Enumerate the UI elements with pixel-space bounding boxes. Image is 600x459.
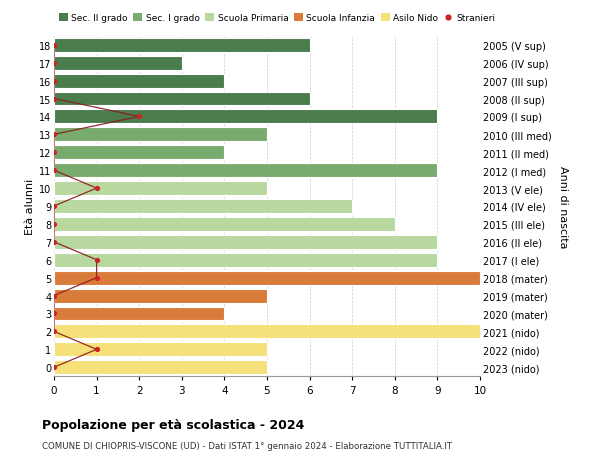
Bar bbox=[54, 235, 437, 249]
Bar bbox=[54, 74, 224, 89]
Text: Popolazione per età scolastica - 2024: Popolazione per età scolastica - 2024 bbox=[42, 418, 304, 431]
Bar bbox=[54, 182, 267, 196]
Point bbox=[49, 203, 59, 210]
Bar bbox=[54, 128, 267, 142]
Bar bbox=[54, 342, 267, 357]
Point bbox=[92, 257, 101, 264]
Point bbox=[49, 167, 59, 174]
Point bbox=[49, 42, 59, 49]
Point bbox=[49, 239, 59, 246]
Y-axis label: Età alunni: Età alunni bbox=[25, 179, 35, 235]
Bar bbox=[54, 253, 437, 267]
Bar bbox=[54, 218, 395, 231]
Bar bbox=[54, 146, 224, 160]
Legend: Sec. II grado, Sec. I grado, Scuola Primaria, Scuola Infanzia, Asilo Nido, Stran: Sec. II grado, Sec. I grado, Scuola Prim… bbox=[59, 14, 496, 23]
Bar bbox=[54, 325, 480, 339]
Text: COMUNE DI CHIOPRIS-VISCONE (UD) - Dati ISTAT 1° gennaio 2024 - Elaborazione TUTT: COMUNE DI CHIOPRIS-VISCONE (UD) - Dati I… bbox=[42, 441, 452, 450]
Bar bbox=[54, 200, 352, 213]
Point bbox=[49, 364, 59, 371]
Bar bbox=[54, 110, 437, 124]
Point bbox=[134, 113, 144, 121]
Point bbox=[49, 310, 59, 318]
Point bbox=[49, 95, 59, 103]
Bar bbox=[54, 271, 480, 285]
Point bbox=[49, 221, 59, 228]
Bar bbox=[54, 164, 437, 178]
Bar bbox=[54, 360, 267, 375]
Point bbox=[49, 292, 59, 300]
Bar bbox=[54, 307, 224, 321]
Point bbox=[49, 328, 59, 336]
Point bbox=[49, 60, 59, 67]
Bar bbox=[54, 39, 310, 53]
Point bbox=[49, 149, 59, 157]
Point bbox=[92, 274, 101, 282]
Y-axis label: Anni di nascita: Anni di nascita bbox=[558, 165, 568, 248]
Point bbox=[49, 78, 59, 85]
Bar bbox=[54, 289, 267, 303]
Bar bbox=[54, 92, 310, 106]
Point bbox=[92, 346, 101, 353]
Point bbox=[49, 131, 59, 139]
Bar bbox=[54, 56, 182, 71]
Point bbox=[92, 185, 101, 192]
